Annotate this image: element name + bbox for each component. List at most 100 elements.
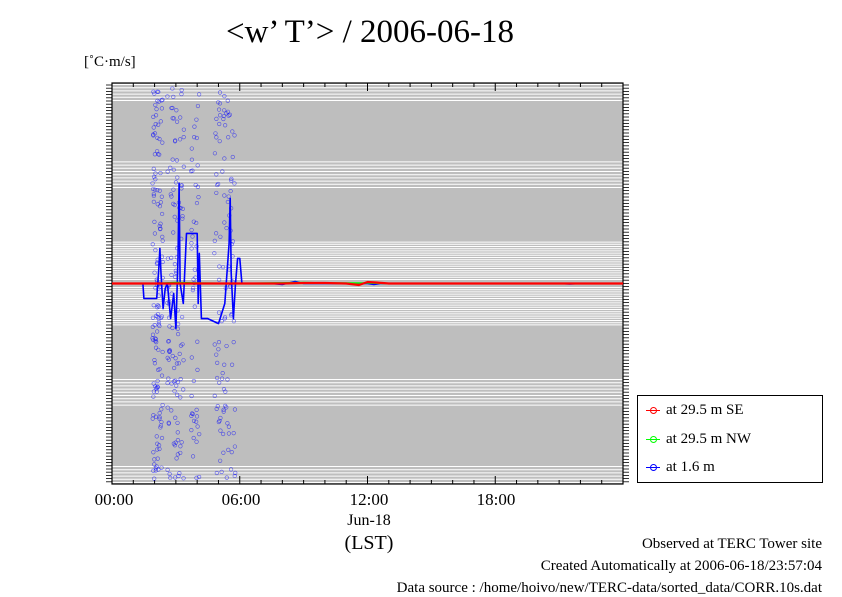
raw-sample-point [151, 166, 156, 171]
raw-sample-point [179, 91, 184, 97]
raw-sample-point [151, 199, 156, 204]
raw-sample-point [189, 157, 195, 162]
raw-sample-point [220, 376, 225, 381]
footer-source: Data source : /home/hoivo/new/TERC-data/… [396, 580, 822, 596]
raw-sample-point [180, 216, 185, 221]
raw-sample-point [153, 248, 158, 253]
raw-sample-point [170, 353, 175, 359]
raw-sample-point [197, 92, 202, 97]
raw-sample-point [160, 402, 165, 408]
raw-sample-point [193, 182, 198, 188]
raw-sample-point [158, 423, 163, 428]
raw-sample-point [176, 361, 181, 366]
raw-sample-point [178, 395, 183, 400]
raw-sample-point [174, 456, 179, 461]
x-tick-label: 00:00 [94, 490, 134, 509]
raw-sample-point [174, 392, 180, 397]
raw-sample-point [157, 188, 162, 193]
raw-sample-point [173, 356, 178, 361]
raw-sample-point [220, 265, 226, 270]
raw-sample-point [166, 420, 171, 425]
raw-sample-point [159, 435, 165, 441]
raw-sample-point [174, 158, 179, 163]
raw-sample-point [154, 386, 159, 391]
raw-sample-point [218, 234, 223, 239]
raw-sample-point [226, 113, 231, 118]
raw-sample-point [224, 225, 229, 231]
raw-sample-point [212, 238, 217, 243]
raw-sample-point [174, 383, 179, 388]
raw-sample-point [217, 418, 222, 423]
raw-sample-point [194, 135, 199, 141]
raw-sample-point [175, 175, 180, 180]
raw-sample-point [150, 332, 156, 337]
raw-sample-point [176, 473, 181, 479]
x-tick-label: 06:00 [221, 490, 261, 509]
raw-sample-point [222, 193, 227, 198]
raw-sample-point [215, 182, 220, 188]
raw-sample-point [232, 407, 238, 412]
raw-sample-point [171, 441, 176, 446]
raw-sample-point [194, 475, 199, 480]
raw-sample-point [227, 112, 232, 117]
raw-sample-point [155, 456, 160, 461]
raw-sample-point [156, 322, 161, 327]
raw-sample-point [160, 97, 165, 102]
raw-sample-point [189, 393, 194, 399]
raw-sample-point [151, 192, 156, 197]
raw-sample-point [157, 136, 162, 142]
raw-sample-point [226, 431, 232, 436]
raw-sample-point [195, 367, 200, 372]
raw-sample-point [165, 467, 170, 472]
raw-sample-point [178, 343, 184, 348]
raw-sample-point [159, 194, 164, 199]
raw-sample-point [226, 447, 231, 453]
raw-sample-point [174, 119, 180, 124]
raw-sample-point [165, 94, 170, 99]
raw-sample-point [152, 462, 157, 467]
raw-sample-point [174, 108, 179, 113]
raw-sample-point [156, 467, 161, 472]
raw-sample-point [220, 169, 225, 174]
raw-sample-point [222, 220, 227, 225]
raw-sample-point [231, 319, 236, 324]
raw-sample-point [191, 219, 196, 224]
raw-sample-point [152, 358, 157, 363]
raw-sample-point [156, 304, 161, 309]
raw-sample-point [151, 450, 156, 455]
raw-sample-point [214, 406, 219, 412]
raw-sample-point [158, 170, 163, 176]
raw-sample-point [171, 167, 176, 172]
raw-sample-point [159, 373, 165, 378]
raw-sample-point [216, 100, 221, 105]
raw-sample-point [232, 181, 237, 186]
raw-sample-point [155, 329, 160, 334]
footer-observed: Observed at TERC Tower site [641, 536, 822, 552]
raw-sample-point [196, 194, 201, 200]
raw-sample-point [223, 123, 228, 128]
raw-sample-point [213, 131, 218, 136]
raw-sample-point [157, 410, 162, 416]
raw-sample-point [174, 361, 180, 366]
legend-label-se: at 29.5 m SE [666, 402, 744, 418]
raw-sample-point [222, 316, 227, 321]
raw-sample-point [214, 135, 219, 140]
raw-sample-point [222, 93, 227, 99]
raw-sample-point [224, 111, 229, 116]
raw-sample-point [212, 151, 218, 156]
raw-sample-point [172, 365, 177, 371]
raw-sample-point [180, 314, 185, 320]
raw-sample-point [166, 376, 171, 381]
x-tick-label: 18:00 [476, 490, 516, 509]
raw-sample-point [226, 135, 231, 140]
raw-sample-point [170, 157, 175, 162]
raw-sample-point [189, 413, 194, 418]
raw-sample-point [151, 193, 156, 199]
raw-sample-point [223, 389, 228, 394]
raw-sample-point [232, 473, 237, 479]
raw-sample-point [150, 242, 155, 247]
raw-sample-point [189, 146, 194, 151]
raw-sample-point [216, 107, 222, 112]
raw-sample-point [154, 313, 159, 319]
